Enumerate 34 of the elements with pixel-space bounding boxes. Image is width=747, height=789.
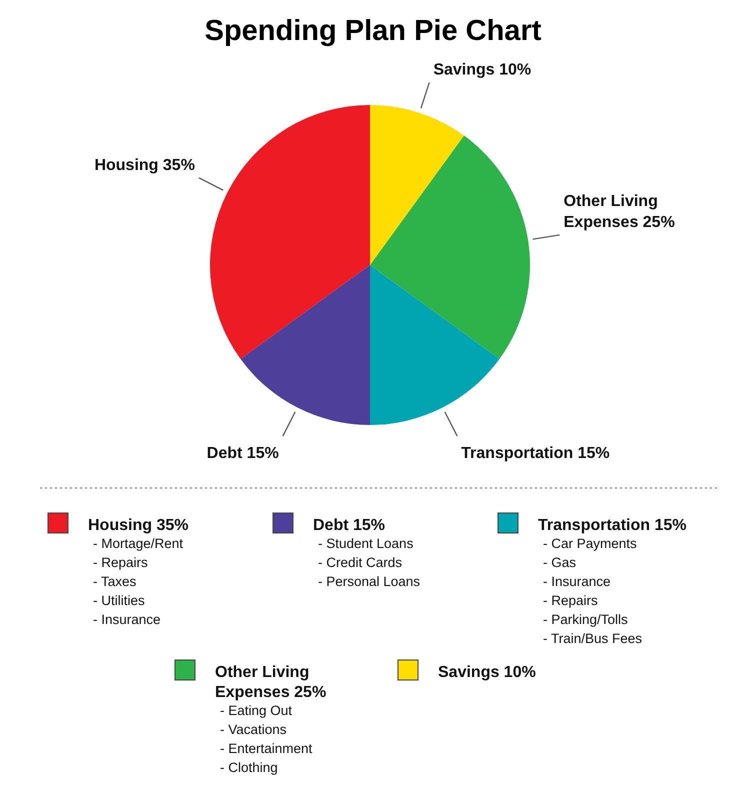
slice-label: Other Living Expenses 25% <box>564 192 675 231</box>
text: - Personal Loans <box>318 574 420 589</box>
slice-label: Savings 10% <box>433 61 532 78</box>
text: - Utilities <box>93 593 145 608</box>
slice-label: Debt 15% <box>206 445 279 462</box>
text: - Car Payments <box>543 536 637 551</box>
text: - Train/Bus Fees <box>543 631 642 646</box>
text: - Insurance <box>93 612 161 627</box>
text: - Taxes <box>93 574 136 589</box>
text: - Repairs <box>543 593 598 608</box>
legend-label: Debt 15% <box>313 517 386 534</box>
pie-slice <box>240 265 370 425</box>
slice-label: Housing 35% <box>94 156 195 174</box>
slice-label: Transportation 15% <box>461 445 610 462</box>
legend-label: Other Living Expenses 25% <box>215 664 326 701</box>
text: - Entertainment <box>220 741 312 756</box>
text: - Vacations <box>220 722 287 737</box>
text: - Eating Out <box>220 703 292 718</box>
legend-label: Savings 10% <box>438 664 536 681</box>
text: - Repairs <box>93 555 148 570</box>
text: - Gas <box>543 555 576 570</box>
text: - Insurance <box>543 574 611 589</box>
legend-label: Housing 35% <box>88 517 188 534</box>
text: - Student Loans <box>318 536 414 551</box>
text: - Parking/Tolls <box>543 612 628 627</box>
pie-slice <box>370 136 530 360</box>
pie-slice <box>370 265 500 425</box>
text: - Clothing <box>220 760 278 775</box>
text: - Credit Cards <box>318 555 402 570</box>
text: - Mortage/Rent <box>93 536 184 551</box>
pie-slice <box>370 105 464 265</box>
pie-slice <box>210 105 370 360</box>
legend-label: Transportation 15% <box>538 517 686 534</box>
chart-title: Spending Plan Pie Chart <box>204 15 542 47</box>
